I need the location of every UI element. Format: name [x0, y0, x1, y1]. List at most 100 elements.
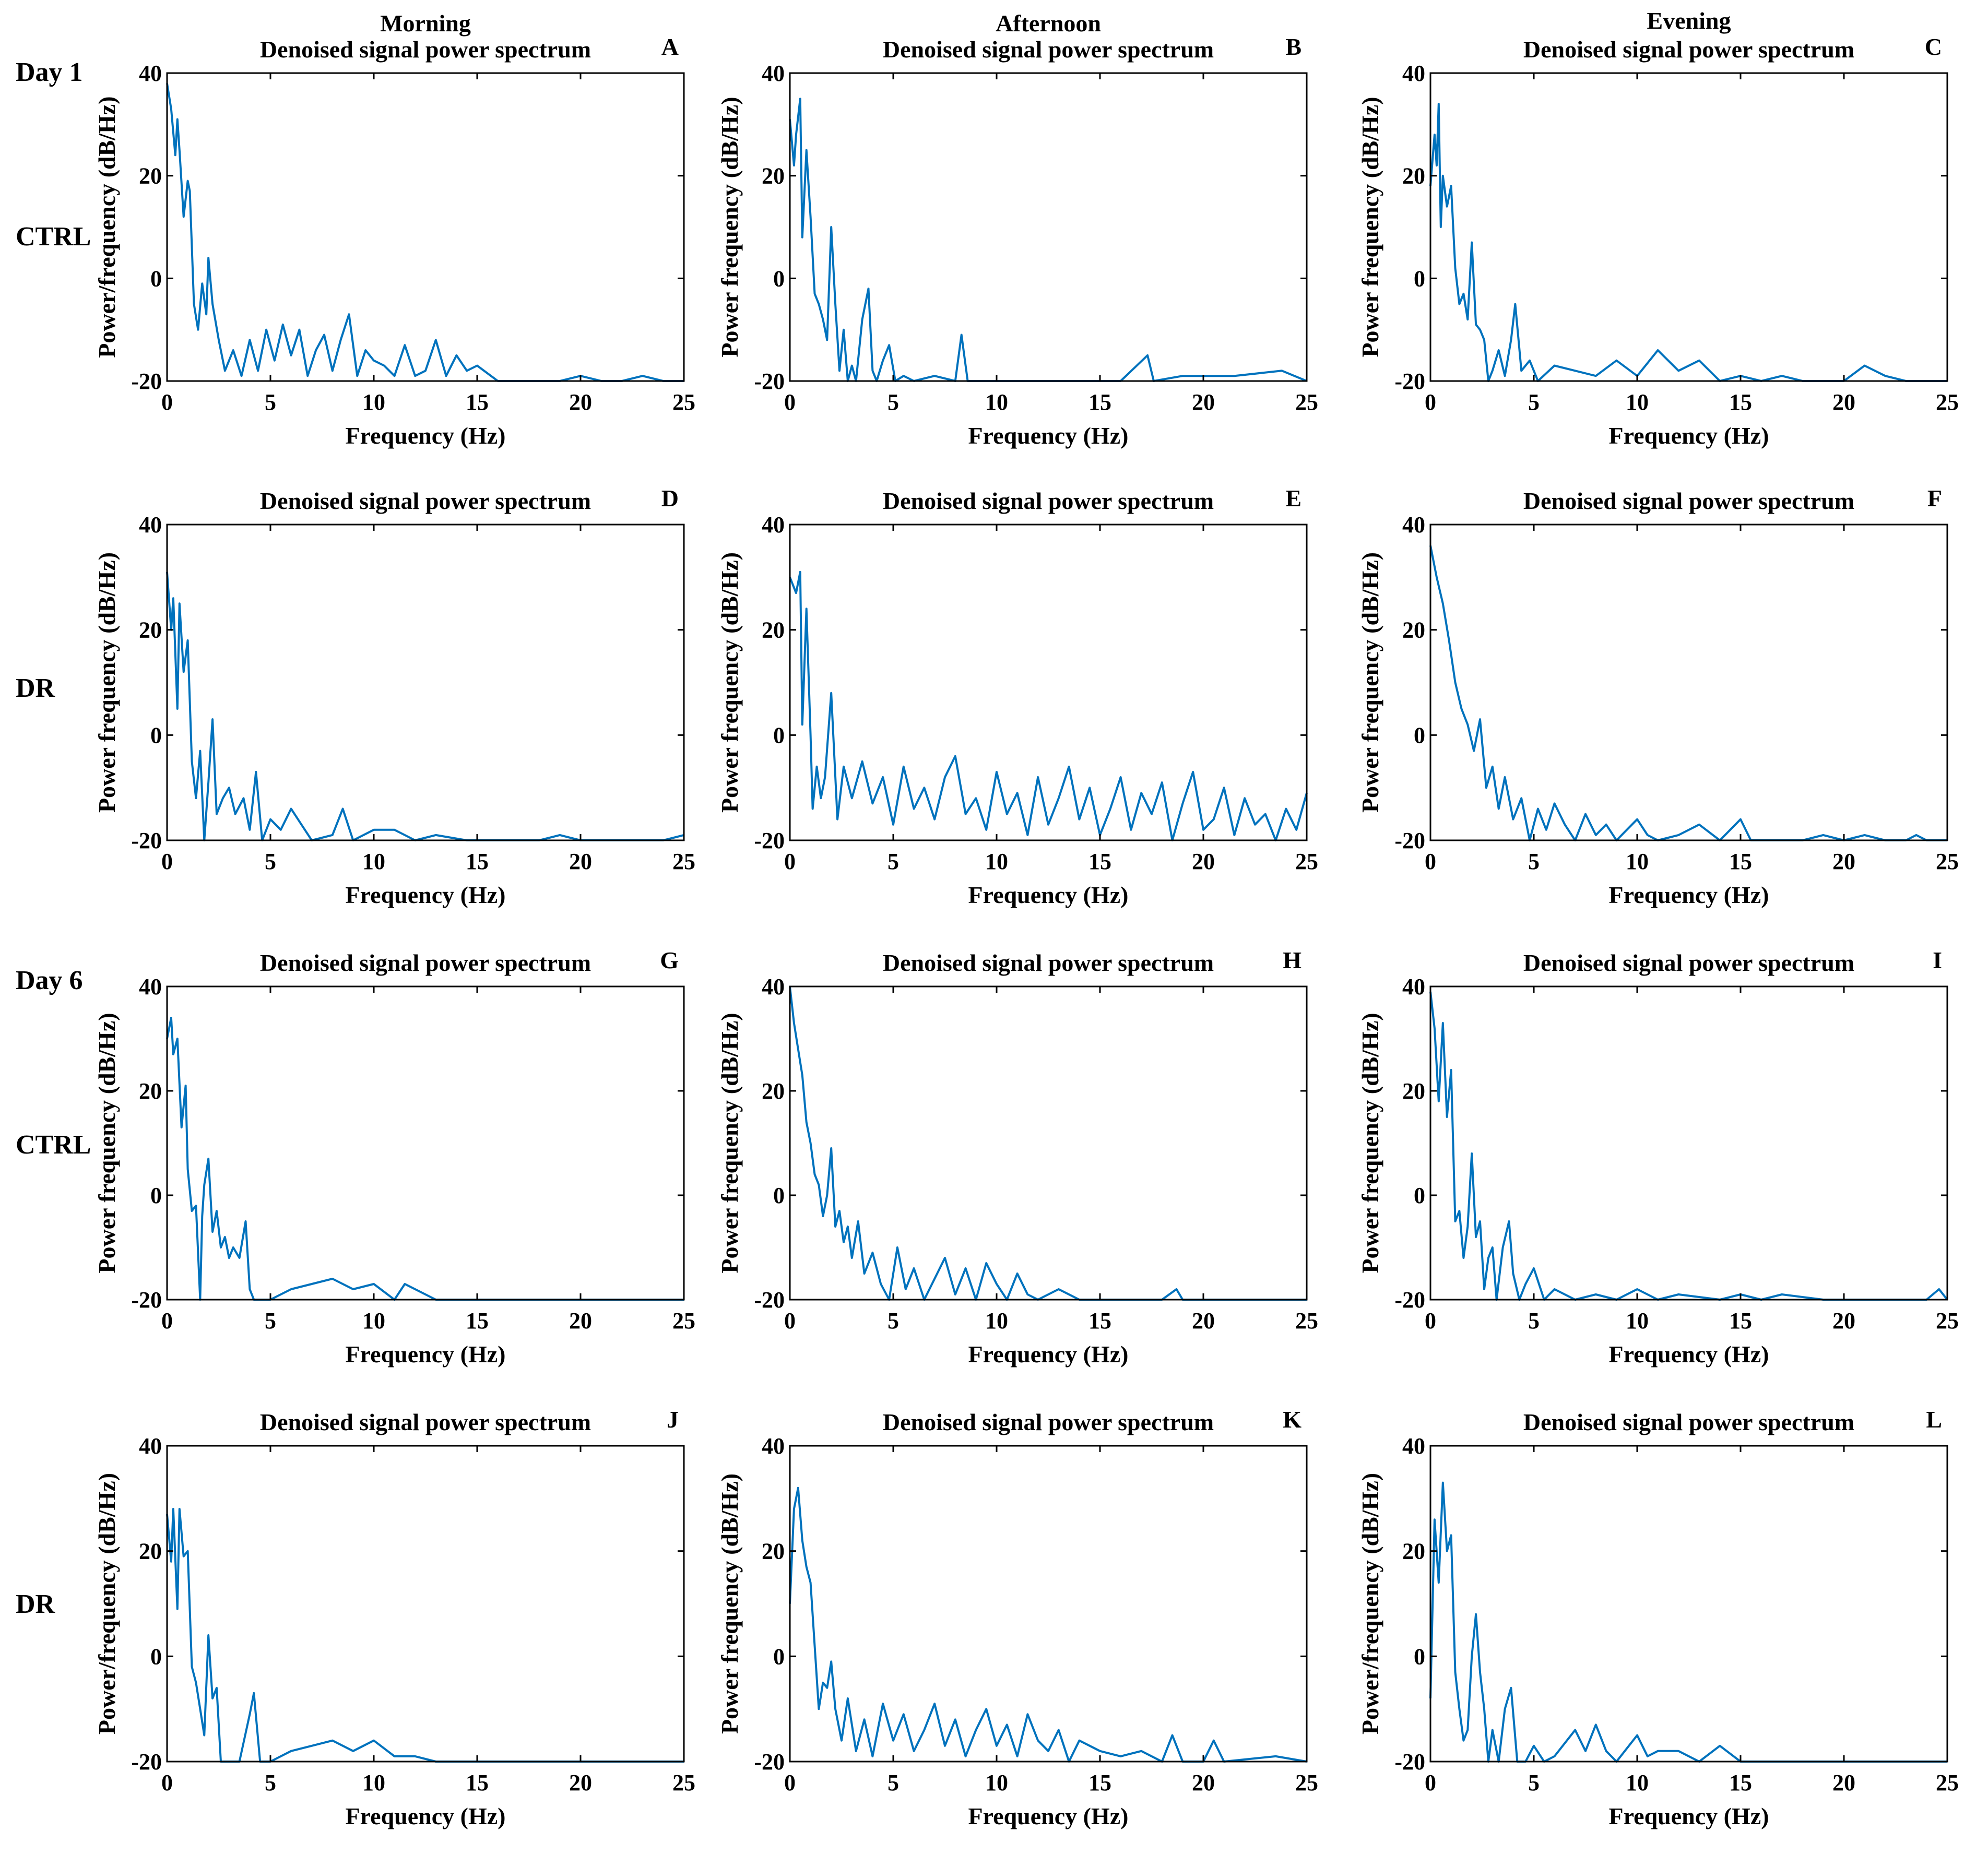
panel-h: Denoised signal power spectrum H 0 5 10 15 20 2…	[716, 947, 1318, 1368]
panel-letter: J	[667, 1406, 679, 1433]
y-tick-label: 0	[773, 1644, 785, 1669]
y-axis-label: Power frequency (dB/Hz)	[716, 552, 743, 813]
x-tick-label: 10	[1626, 849, 1649, 874]
y-axis-label: Power frequency (dB/Hz)	[716, 1473, 743, 1734]
x-tick-label: 10	[362, 389, 385, 415]
panel-l: Denoised signal power spectrum L 0 5 10 15 20 2…	[1357, 1406, 1959, 1829]
plot-frame	[166, 72, 685, 382]
panel-letter: G	[660, 947, 679, 973]
panel-c: Denoised signal power spectrum C 0 5 10 15 20 2…	[1357, 33, 1959, 449]
x-tick-label: 5	[265, 389, 276, 415]
y-tick-label: 40	[1402, 512, 1425, 538]
x-tick-label: 20	[569, 849, 592, 874]
x-axis-label: Frequency (Hz)	[1608, 422, 1769, 449]
x-tick-label: 15	[466, 1308, 489, 1334]
x-tick-label: 20	[569, 1308, 592, 1334]
series-line	[1429, 1481, 1947, 1763]
x-tick-label: 15	[1088, 1770, 1111, 1795]
x-tick-label: 20	[1832, 1308, 1855, 1334]
plot-frame	[1429, 72, 1948, 382]
y-tick-label: 20	[1402, 1078, 1425, 1104]
panel-title: Denoised signal power spectrum	[260, 1409, 591, 1435]
series-line	[1429, 991, 1948, 1301]
plot-frame	[166, 985, 685, 1301]
plot-frame	[166, 524, 685, 841]
y-axis-label: Power frequency (dB/Hz)	[1357, 1013, 1383, 1273]
x-tick-label: 25	[1936, 389, 1959, 415]
y-axis-label: Power frequency (dB/Hz)	[93, 1013, 120, 1273]
x-tick-label: 15	[1729, 389, 1752, 415]
y-tick-label: 0	[773, 266, 785, 291]
x-tick-label: 0	[161, 849, 173, 874]
y-tick-label: 40	[762, 974, 785, 1000]
panel-letter: E	[1285, 485, 1301, 512]
x-axis-label: Frequency (Hz)	[345, 422, 505, 449]
x-tick-label: 15	[466, 849, 489, 874]
y-tick-label: -20	[131, 828, 162, 853]
y-tick-label: -20	[754, 368, 785, 394]
y-tick-label: 20	[1402, 1539, 1425, 1564]
y-tick-label: -20	[754, 1749, 785, 1775]
x-tick-label: 25	[1295, 389, 1318, 415]
y-tick-label: 0	[150, 1183, 162, 1208]
x-tick-label: 10	[1626, 1770, 1649, 1795]
x-tick-label: 15	[466, 389, 489, 415]
x-axis-label: Frequency (Hz)	[968, 882, 1128, 908]
x-tick-label: 0	[784, 849, 796, 874]
x-tick-label: 0	[784, 389, 796, 415]
panel-k: Denoised signal power spectrum K 0 5 10 15 20 2…	[716, 1406, 1318, 1829]
y-tick-label: 0	[1414, 722, 1425, 748]
y-tick-label: 0	[1414, 266, 1425, 291]
y-tick-label: 40	[1402, 974, 1425, 1000]
series-line	[166, 572, 684, 841]
x-tick-label: 25	[1295, 1308, 1318, 1334]
plot-frame	[789, 524, 1308, 841]
x-tick-label: 5	[888, 1308, 899, 1334]
x-axis-label: Frequency (Hz)	[968, 1341, 1128, 1368]
x-tick-label: 15	[1088, 389, 1111, 415]
panel-title: Denoised signal power spectrum	[1523, 487, 1854, 514]
x-axis-label: Frequency (Hz)	[968, 1803, 1128, 1829]
x-tick-label: 0	[161, 1308, 173, 1334]
series-line	[789, 1487, 1307, 1763]
panel-f: Denoised signal power spectrum F 0 5 10 15 20 2…	[1357, 485, 1959, 908]
panel-title: Denoised signal power spectrum	[260, 949, 591, 976]
y-tick-label: 20	[1402, 617, 1425, 643]
y-tick-label: -20	[1394, 828, 1425, 853]
x-tick-label: 25	[1295, 1770, 1318, 1795]
y-tick-label: -20	[1394, 1749, 1425, 1775]
x-tick-label: 5	[1528, 1770, 1540, 1795]
column-header-evening: Evening	[1647, 7, 1731, 34]
series-line	[166, 1017, 684, 1301]
x-tick-label: 10	[985, 849, 1008, 874]
plot-frame	[789, 1445, 1308, 1763]
y-tick-label: 20	[139, 1539, 162, 1564]
panel-i: Denoised signal power spectrum I 0 5 10 15 20 2…	[1357, 947, 1959, 1368]
x-axis-label: Frequency (Hz)	[1608, 1341, 1769, 1368]
panel-letter: I	[1933, 947, 1942, 973]
plot-frame	[1429, 524, 1948, 841]
y-tick-label: 40	[762, 61, 785, 86]
x-tick-label: 5	[265, 849, 276, 874]
y-tick-label: 20	[762, 1078, 785, 1104]
x-tick-label: 5	[888, 1770, 899, 1795]
x-tick-label: 0	[1425, 849, 1436, 874]
panel-title: Denoised signal power spectrum	[883, 949, 1214, 976]
series-line	[789, 570, 1308, 841]
x-tick-label: 25	[672, 1770, 695, 1795]
x-tick-label: 0	[1425, 1308, 1436, 1334]
panel-b: Denoised signal power spectrum B 0 5 10 15 20 2…	[716, 33, 1318, 449]
x-tick-label: 10	[362, 1308, 385, 1334]
x-tick-label: 25	[672, 849, 695, 874]
x-axis-label: Frequency (Hz)	[345, 1803, 505, 1829]
row-label-group: CTRL	[16, 1130, 91, 1160]
y-tick-label: 20	[139, 1078, 162, 1104]
y-tick-label: 0	[773, 1183, 785, 1208]
column-header-morning: Morning	[380, 10, 471, 37]
x-tick-label: 20	[1832, 849, 1855, 874]
x-tick-label: 15	[466, 1770, 489, 1795]
series-line	[166, 1508, 684, 1763]
y-axis-label: Power frequency (dB/Hz)	[93, 552, 120, 813]
x-tick-label: 25	[1936, 1770, 1959, 1795]
